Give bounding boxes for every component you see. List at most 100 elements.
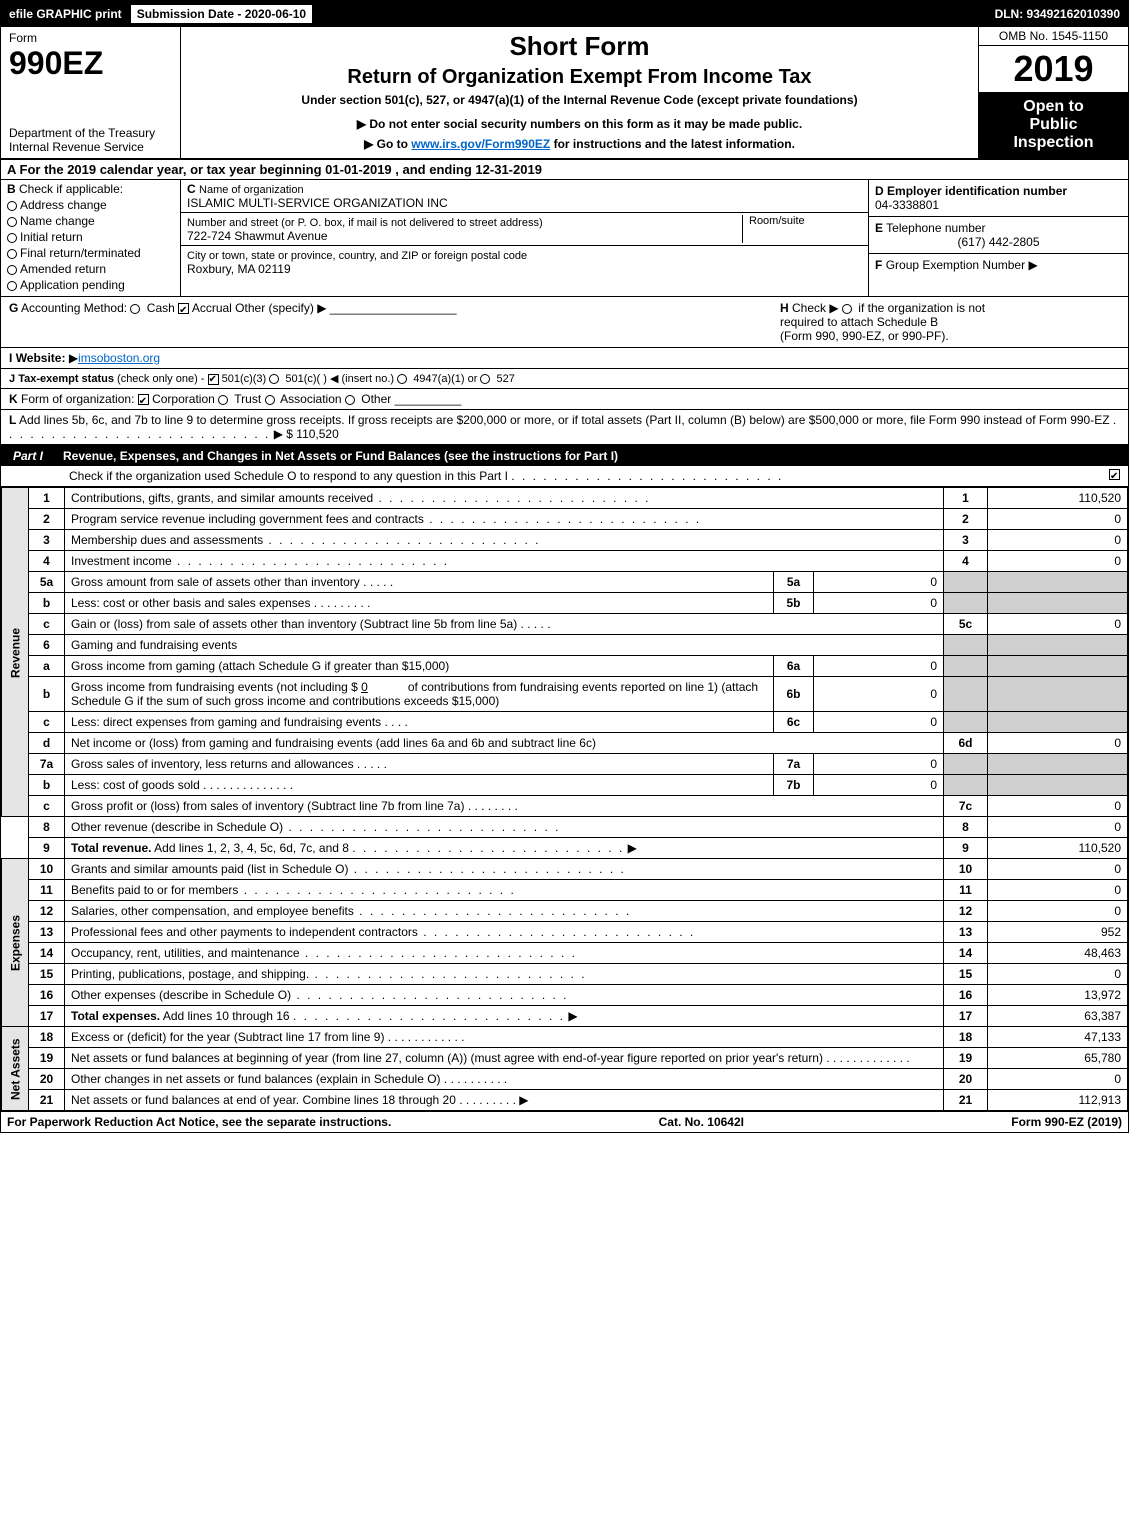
chk-kother[interactable] [345,395,355,405]
part1-header: Part I Revenue, Expenses, and Changes in… [1,446,1128,466]
ln9-r: 9 [944,838,988,859]
chk-assoc[interactable] [265,395,275,405]
chk-amended[interactable] [7,265,17,275]
ln2-r: 2 [944,509,988,530]
topbar: efile GRAPHIC print Submission Date - 20… [1,1,1128,27]
ln6c-ir: 6c [774,712,814,733]
ln11-n: 11 [29,880,65,901]
website-link[interactable]: imsoboston.org [78,351,160,365]
return-title: Return of Organization Exempt From Incom… [189,66,970,89]
h-desc3: (Form 990, 990-EZ, or 990-PF). [780,329,949,343]
chk-trust[interactable] [218,395,228,405]
chk-527[interactable] [480,374,490,384]
ln21-r: 21 [944,1090,988,1111]
city: Roxbury, MA 02119 [187,262,291,276]
ln16-a: 13,972 [988,985,1128,1006]
form-number: 990EZ [9,45,172,82]
chk-cash[interactable] [130,304,140,314]
ln15-t: Printing, publications, postage, and shi… [71,967,309,981]
chk-accrual[interactable] [178,303,189,314]
line-j: J Tax-exempt status (check only one) - 5… [1,369,1128,389]
footer-right: Form 990-EZ (2019) [1011,1115,1122,1129]
h-desc1: if the organization is not [858,301,985,315]
j-o4: 4947(a)(1) or [413,373,477,385]
ln5a-ia: 0 [814,572,944,593]
line-i: I Website: ▶imsoboston.org [1,348,1128,369]
ln9-a: 110,520 [988,838,1128,859]
ln6-n: 6 [29,635,65,656]
line-a-text: For the 2019 calendar year, or tax year … [20,162,542,177]
k-o3: Association [280,392,341,406]
ln19-r: 19 [944,1048,988,1069]
ln5c-a: 0 [988,614,1128,635]
ln21-n: 21 [29,1090,65,1111]
chk-4947[interactable] [397,374,407,384]
ln5b-n: b [29,593,65,614]
ln18-r: 18 [944,1027,988,1048]
ln4-r: 4 [944,551,988,572]
line-l: L Add lines 5b, 6c, and 7b to line 9 to … [1,410,1128,446]
section-c: C Name of organization ISLAMIC MULTI-SER… [181,180,868,296]
ln2-a: 0 [988,509,1128,530]
ln16-n: 16 [29,985,65,1006]
chk-final[interactable] [7,249,17,259]
ln15-n: 15 [29,964,65,985]
irs-link[interactable]: www.irs.gov/Form990EZ [411,137,550,151]
k-o1: Corporation [152,392,215,406]
chk-corp[interactable] [138,394,149,405]
city-label: City or town, state or province, country… [187,250,527,262]
j-label: Tax-exempt status [18,373,114,385]
part1-check-row: Check if the organization used Schedule … [1,466,1128,487]
opt-final: Final return/terminated [20,246,141,260]
chk-501c3[interactable] [208,374,219,385]
inspection-box: Open to Public Inspection [979,92,1128,158]
revenue-label: Revenue [2,488,29,817]
chk-h[interactable] [842,304,852,314]
ln9-n: 9 [29,838,65,859]
chk-address-change[interactable] [7,201,17,211]
ln5c-r: 5c [944,614,988,635]
g-accrual: Accrual [192,301,232,315]
chk-part1-scho[interactable] [1109,469,1120,480]
under-section: Under section 501(c), 527, or 4947(a)(1)… [189,93,970,107]
ln6d-t: Net income or (loss) from gaming and fun… [71,736,596,750]
ln6d-a: 0 [988,733,1128,754]
ln8-a: 0 [988,817,1128,838]
ln6a-ir: 6a [774,656,814,677]
l-text: Add lines 5b, 6c, and 7b to line 9 to de… [19,413,1110,427]
g-cash: Cash [147,301,175,315]
ln18-t: Excess or (deficit) for the year (Subtra… [71,1030,384,1044]
ln3-n: 3 [29,530,65,551]
ln10-r: 10 [944,859,988,880]
opt-amended: Amended return [20,262,106,276]
d-label: Employer identification number [887,184,1067,198]
ln7a-ia: 0 [814,754,944,775]
h-label: Check ▶ [792,301,839,315]
ln14-r: 14 [944,943,988,964]
ln7b-ia: 0 [814,775,944,796]
part1-label: Part I [1,446,55,466]
tax-year: 2019 [979,46,1128,92]
ln18-n: 18 [29,1027,65,1048]
j-o5: 527 [497,373,515,385]
ln12-r: 12 [944,901,988,922]
ln5b-ia: 0 [814,593,944,614]
part1-check-text: Check if the organization used Schedule … [69,469,508,483]
ln11-r: 11 [944,880,988,901]
ln2-t: Program service revenue including govern… [71,512,424,526]
chk-initial[interactable] [7,233,17,243]
ln2-n: 2 [29,509,65,530]
ln13-t: Professional fees and other payments to … [71,925,418,939]
ln4-t: Investment income [71,554,172,568]
dln: DLN: 93492162010390 [995,7,1120,21]
chk-501c[interactable] [269,374,279,384]
g-h-row: G Accounting Method: Cash Accrual Other … [1,297,1128,348]
k-o4: Other [361,392,391,406]
ln7c-n: c [29,796,65,817]
ln5c-t: Gain or (loss) from sale of assets other… [71,617,517,631]
ln20-n: 20 [29,1069,65,1090]
ln6c-t: Less: direct expenses from gaming and fu… [71,715,381,729]
line-a: A For the 2019 calendar year, or tax yea… [1,160,1128,180]
chk-name-change[interactable] [7,217,17,227]
chk-pending[interactable] [7,281,17,291]
